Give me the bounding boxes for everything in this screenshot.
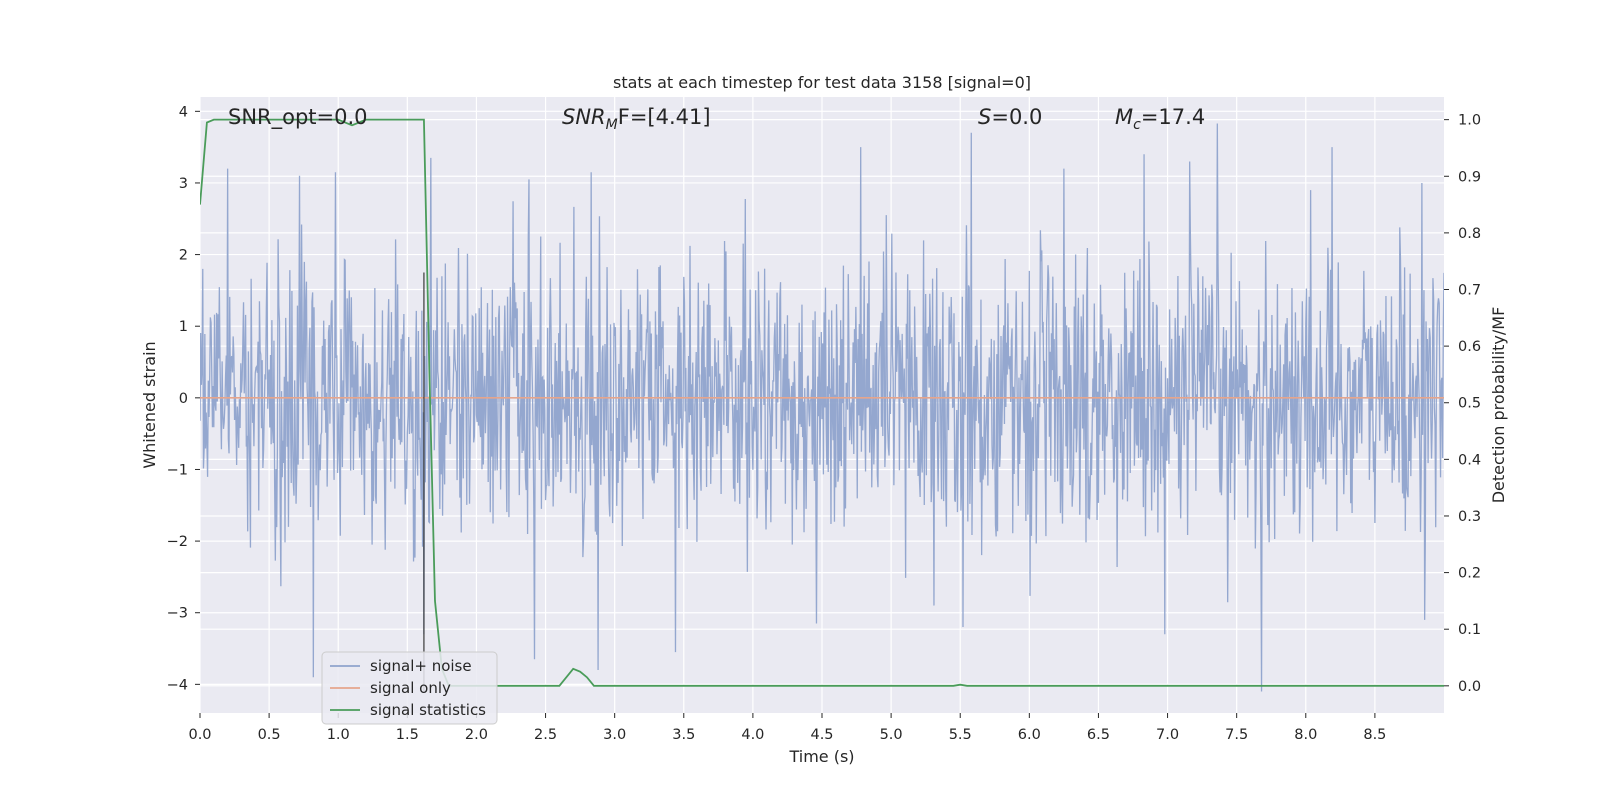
y2-tick-label: 0.2 — [1458, 566, 1481, 582]
annotation-snr-mf: SNRMF=[4.41] — [562, 105, 711, 133]
x-tick-label: 5.0 — [880, 727, 903, 743]
y2-tick-label: 0.7 — [1458, 283, 1481, 299]
y2-tick-label: 0.1 — [1458, 622, 1481, 638]
legend-label-signal-statistics: signal statistics — [370, 701, 486, 719]
x-tick-labels: 0.0 0.5 1.0 1.5 2.0 2.5 3.0 3.5 4.0 4.5 5.0 5.5 6.0 6… — [188, 713, 1386, 743]
x-tick-label: 1.5 — [396, 727, 419, 743]
y2-axis-label: Detection probability/MF — [1489, 307, 1508, 504]
annotation-s-italic: S — [978, 105, 991, 129]
x-tick-label: 8.0 — [1294, 727, 1317, 743]
x-tick-label: 0.0 — [188, 727, 211, 743]
y-tick-label: −1 — [167, 462, 188, 478]
legend-box — [321, 651, 498, 725]
y-tick-label: 0 — [179, 391, 188, 407]
y2-tick-label: 0.6 — [1458, 339, 1481, 355]
y-tick-label: 4 — [179, 104, 188, 120]
annotation-snr-mf-base: SNR — [562, 105, 606, 129]
x-tick-label: 6.0 — [1018, 727, 1041, 743]
x-tick-label: 1.0 — [327, 727, 350, 743]
y-tick-label: −3 — [167, 606, 188, 622]
y2-tick-label: 0.8 — [1458, 226, 1481, 242]
x-tick-label: 4.5 — [810, 727, 833, 743]
x-tick-label: 7.0 — [1156, 727, 1179, 743]
legend-label-signal-only: signal only — [370, 679, 451, 697]
annotation-snr-opt: SNR_opt=0.0 — [228, 105, 368, 130]
legend-label-signal-noise: signal+ noise — [370, 657, 472, 675]
y-tick-label: 1 — [179, 319, 188, 335]
annotation-mc-italic: M — [1115, 105, 1133, 129]
x-tick-label: 3.0 — [603, 727, 626, 743]
y2-tick-label: 0.9 — [1458, 169, 1481, 185]
y2-tick-label: 1.0 — [1458, 113, 1481, 129]
x-tick-label: 8.5 — [1363, 727, 1386, 743]
x-axis-label: Time (s) — [788, 747, 854, 766]
annotation-mc: Mc=17.4 — [1115, 105, 1205, 133]
legend: signal+ noise signal only signal statist… — [321, 651, 498, 725]
x-tick-label: 6.5 — [1087, 727, 1110, 743]
x-tick-label: 4.0 — [741, 727, 764, 743]
y-tick-label: 3 — [179, 176, 188, 192]
y-axis-label: Whitened strain — [140, 341, 159, 468]
y2-tick-labels: 0.0 0.1 0.2 0.3 0.4 0.5 0.6 0.7 0.8 0.9 1.0 — [1444, 113, 1481, 695]
y-tick-label: 2 — [179, 248, 188, 264]
x-tick-label: 5.5 — [949, 727, 972, 743]
y-tick-label: −4 — [167, 677, 188, 693]
y2-tick-label: 0.5 — [1458, 396, 1481, 412]
annotation-s: S=0.0 — [978, 105, 1042, 129]
y2-tick-label: 0.0 — [1458, 679, 1481, 695]
annotation-snr-mf-sub: M — [606, 117, 618, 133]
x-tick-label: 3.5 — [672, 727, 695, 743]
x-tick-label: 2.0 — [465, 727, 488, 743]
annotation-mc-rest: =17.4 — [1141, 105, 1205, 129]
y2-tick-label: 0.3 — [1458, 509, 1481, 525]
annotation-s-rest: =0.0 — [991, 105, 1042, 129]
x-tick-label: 0.5 — [258, 727, 281, 743]
y2-tick-label: 0.4 — [1458, 452, 1481, 468]
x-tick-label: 7.5 — [1225, 727, 1248, 743]
y-tick-label: −2 — [167, 534, 188, 550]
x-tick-label: 2.5 — [534, 727, 557, 743]
annotation-mc-sub: c — [1133, 117, 1141, 133]
annotation-snr-mf-rest: F=[4.41] — [618, 105, 711, 129]
y-tick-labels: −4 −3 −2 −1 0 1 2 3 4 — [167, 104, 200, 693]
chart-title: stats at each timestep for test data 315… — [613, 73, 1031, 92]
